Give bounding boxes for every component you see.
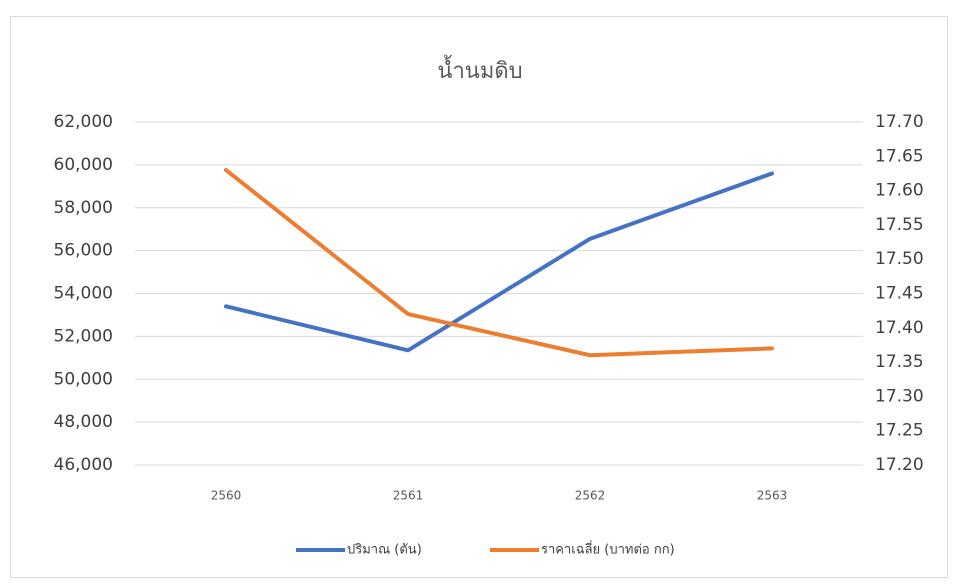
y-tick-label: 58,000 — [54, 198, 113, 218]
x-tick-label: 2563 — [757, 489, 788, 503]
y-tick-label: 52,000 — [54, 326, 113, 346]
y2-tick-label: 17.30 — [875, 386, 924, 406]
y-tick-label: 46,000 — [54, 455, 113, 475]
y2-tick-label: 17.60 — [875, 181, 924, 201]
legend-label: ปริมาณ (ตัน) — [347, 543, 422, 558]
y-tick-label: 56,000 — [54, 241, 113, 261]
chart-title: น้ำนมดิบ — [437, 55, 522, 84]
y2-tick-label: 17.20 — [875, 455, 924, 475]
series-line — [224, 168, 774, 358]
y2-tick-label: 17.55 — [875, 215, 924, 235]
y2-tick-label: 17.45 — [875, 284, 924, 304]
x-tick-label: 2560 — [211, 489, 242, 503]
y2-tick-label: 17.25 — [875, 421, 924, 441]
y-tick-label: 50,000 — [54, 369, 113, 389]
x-tick-label: 2562 — [575, 489, 606, 503]
y-tick-label: 60,000 — [54, 155, 113, 175]
y2-tick-label: 17.65 — [875, 146, 924, 166]
y2-tick-label: 17.50 — [875, 249, 924, 269]
y2-tick-label: 17.70 — [875, 112, 924, 132]
y-tick-label: 62,000 — [54, 112, 113, 132]
y2-tick-label: 17.35 — [875, 352, 924, 372]
x-tick-label: 2561 — [393, 489, 424, 503]
y2-tick-label: 17.40 — [875, 318, 924, 338]
y-tick-label: 54,000 — [54, 284, 113, 304]
legend-label: ราคาเฉลี่ย (บาทต่อ กก) — [541, 541, 675, 558]
y-tick-label: 48,000 — [54, 412, 113, 432]
chart-frame — [10, 16, 948, 578]
series-line — [224, 171, 774, 353]
